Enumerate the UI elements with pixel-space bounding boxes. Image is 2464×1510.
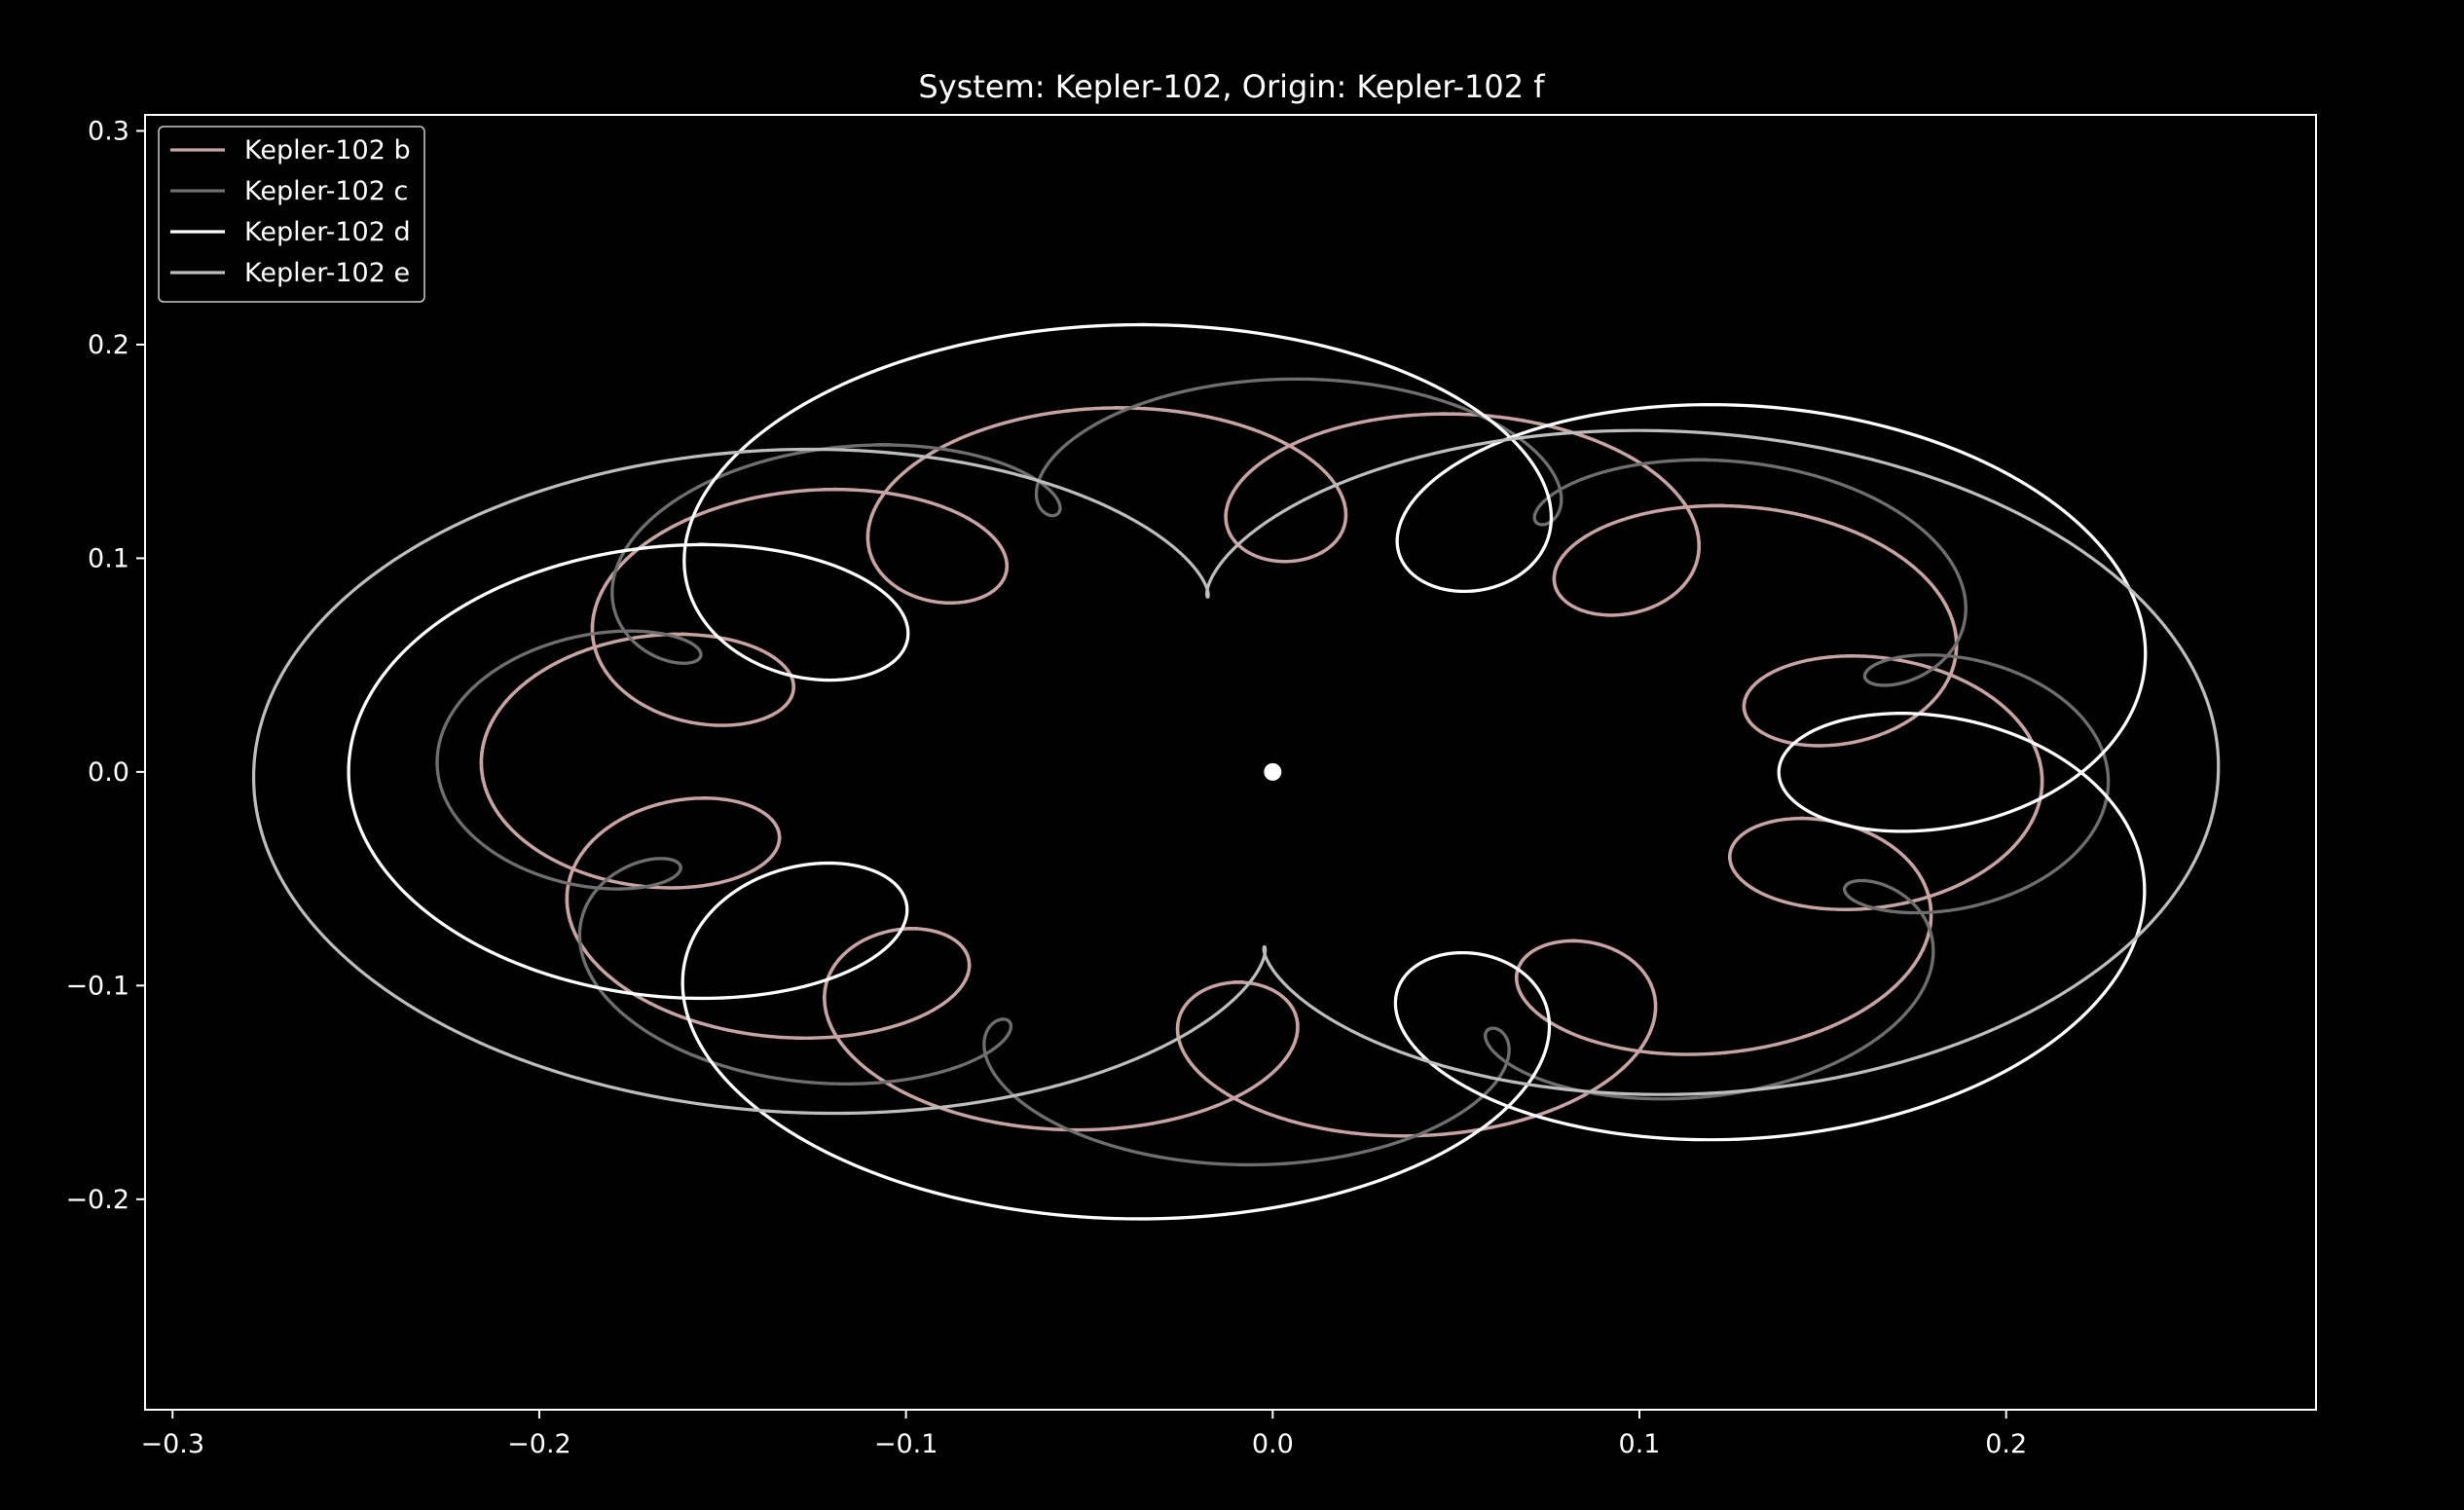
series-line-kepler-102-d: [347, 322, 2148, 1221]
legend-label: Kepler-102 c: [244, 176, 408, 206]
plot-frame: [144, 114, 2317, 1411]
y-tick-label: 0.1: [88, 543, 129, 573]
series-line-kepler-102-b: [479, 406, 2044, 1138]
y-tick-label: 0.2: [88, 330, 129, 360]
series-line-kepler-102-c: [435, 377, 2111, 1167]
series-layer: [252, 322, 2221, 1221]
x-tick-label: −0.2: [507, 1429, 571, 1459]
legend: Kepler-102 b Kepler-102 c Kepler-102 d Kepl…: [158, 126, 425, 303]
marker-layer: [1264, 762, 1282, 781]
x-tick-label: 0.0: [1252, 1429, 1294, 1459]
y-tick-label: 0.0: [88, 757, 129, 788]
x-axis: −0.3 −0.2 −0.1 0.0 0.1 0.2: [140, 1410, 2027, 1459]
x-tick-label: 0.1: [1619, 1429, 1661, 1459]
y-axis: 0.3 0.2 0.1 0.0 −0.1 −0.2: [65, 116, 145, 1215]
legend-frame: [158, 126, 425, 303]
y-tick-label: −0.2: [65, 1185, 129, 1215]
chart-title: System: Kepler-102, Origin: Kepler-102 f: [918, 68, 1545, 105]
series-line-kepler-102-e: [252, 428, 2221, 1116]
y-tick-label: 0.3: [88, 116, 129, 146]
origin-marker: [1264, 762, 1282, 781]
x-tick-label: 0.2: [1985, 1429, 2027, 1459]
legend-label: Kepler-102 b: [244, 135, 411, 166]
x-tick-label: −0.1: [874, 1429, 938, 1459]
y-tick-label: −0.1: [65, 971, 129, 1001]
x-tick-label: −0.3: [140, 1429, 204, 1459]
legend-label: Kepler-102 d: [244, 217, 411, 247]
legend-label: Kepler-102 e: [244, 258, 410, 288]
